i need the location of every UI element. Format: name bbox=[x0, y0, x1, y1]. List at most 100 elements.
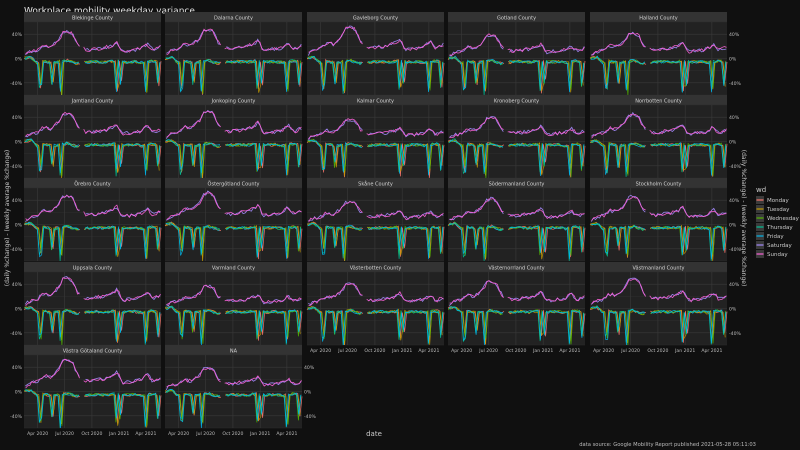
facet-panel: Kronoberg County bbox=[447, 95, 586, 179]
facet-panel: Jonkoping County bbox=[164, 95, 303, 179]
y-tick-label: 0% bbox=[15, 223, 23, 229]
series-line bbox=[25, 277, 161, 306]
facet-panel: Gavleborg County bbox=[306, 12, 445, 96]
series-line bbox=[449, 33, 585, 56]
series-line bbox=[591, 31, 727, 56]
facet-strip-label: Kronoberg County bbox=[494, 98, 539, 104]
facet-panels: Blekinge County 40% 0% -40% Dalarna County Ga… bbox=[10, 12, 742, 437]
facet-panel: Dalarna County bbox=[164, 12, 303, 96]
x-axis-label: date bbox=[366, 430, 382, 438]
facet-strip-label: Dalarna County bbox=[214, 15, 253, 21]
facet-strip-label: Örebro County bbox=[74, 180, 111, 187]
series-line bbox=[590, 223, 727, 261]
facet-strip bbox=[165, 12, 302, 22]
x-tick-label: Apr 2020 bbox=[27, 431, 48, 437]
y-tick-label: 0% bbox=[15, 390, 23, 396]
facet-strip-label: Västra Götaland County bbox=[63, 348, 123, 354]
facet-panel: Uppsala County 40% 0% -40% bbox=[10, 262, 162, 346]
y-tick-label: 40% bbox=[729, 115, 740, 121]
facet-strip-label: Blekinge County bbox=[72, 15, 113, 21]
y-axis-label-right: (daily %change) - (weekly average %chang… bbox=[740, 150, 747, 287]
y-tick-label: 0% bbox=[15, 57, 23, 63]
series-line bbox=[308, 306, 444, 346]
x-tick-label: Apr 2021 bbox=[701, 348, 722, 354]
y-axis-label-left: (daily %change) - (weekly average %chang… bbox=[4, 150, 11, 287]
x-tick-label: Jan 2021 bbox=[532, 348, 553, 354]
series-line bbox=[448, 223, 585, 259]
facet-strip bbox=[448, 12, 585, 22]
facet-panel: Västernorrland County Apr 2020 Jul 2020 Oct… bbox=[447, 262, 586, 354]
facet-strip bbox=[590, 12, 727, 22]
legend-label: Tuesday bbox=[766, 207, 790, 213]
facet-strip bbox=[590, 95, 727, 105]
y-tick-label: -40% bbox=[729, 247, 742, 253]
x-tick-label: Oct 2020 bbox=[505, 348, 526, 354]
series-line bbox=[25, 358, 161, 389]
series-line bbox=[307, 222, 444, 259]
facet-strip-label: Jonkoping County bbox=[211, 98, 256, 104]
series-line bbox=[448, 55, 585, 93]
series-line bbox=[166, 284, 302, 307]
facet-strip bbox=[24, 95, 161, 105]
x-tick-label: Apr 2020 bbox=[593, 348, 614, 354]
series-line bbox=[166, 56, 302, 93]
x-tick-label: Oct 2020 bbox=[222, 431, 243, 437]
x-tick-label: Apr 2021 bbox=[276, 431, 297, 437]
series-line bbox=[24, 138, 161, 176]
facet-strip-label: Uppsala County bbox=[73, 265, 113, 271]
facet-strip bbox=[448, 262, 585, 272]
series-line bbox=[449, 198, 585, 221]
facet-panel: Blekinge County 40% 0% -40% bbox=[10, 12, 162, 96]
x-tick-label: Jan 2021 bbox=[391, 348, 412, 354]
y-tick-label: -40% bbox=[10, 164, 23, 170]
series-line bbox=[308, 26, 444, 53]
series-line bbox=[308, 139, 444, 176]
y-tick-label: 40% bbox=[729, 198, 740, 204]
y-tick-label: 40% bbox=[12, 282, 23, 288]
series-line bbox=[25, 30, 161, 55]
facet-strip-label: Kalmar County bbox=[357, 98, 394, 104]
y-tick-label: -40% bbox=[729, 81, 742, 87]
y-tick-label: -40% bbox=[10, 81, 23, 87]
facet-panel: Jamtland County 40% 0% -40% bbox=[10, 95, 162, 179]
facet-strip bbox=[307, 178, 444, 188]
facet-panel: Örebro County 40% 0% -40% bbox=[10, 178, 162, 262]
facet-strip-label: Halland County bbox=[639, 15, 677, 21]
facet-strip bbox=[24, 12, 161, 22]
series-line bbox=[165, 306, 302, 346]
y-tick-label: -40% bbox=[304, 414, 317, 420]
facet-panel: Stockholm County 40% 0% -40% bbox=[589, 178, 742, 262]
legend-label: Sunday bbox=[767, 252, 788, 258]
x-tick-label: Jan 2021 bbox=[674, 348, 695, 354]
series-line bbox=[449, 116, 585, 139]
series-line bbox=[166, 28, 302, 56]
x-tick-label: Jul 2020 bbox=[195, 431, 215, 437]
facet-strip bbox=[448, 178, 585, 188]
series-line bbox=[308, 283, 444, 306]
series-line bbox=[166, 367, 302, 388]
x-tick-label: Apr 2020 bbox=[451, 348, 472, 354]
x-tick-label: Apr 2020 bbox=[310, 348, 331, 354]
y-tick-label: -40% bbox=[729, 164, 742, 170]
facet-panel: Kalmar County bbox=[306, 95, 445, 179]
series-line bbox=[590, 306, 727, 346]
x-tick-label: Jul 2020 bbox=[478, 348, 498, 354]
facet-strip-label: Södermanland County bbox=[489, 181, 545, 187]
facet-panel: Halland County 40% 0% -40% bbox=[589, 12, 742, 96]
facet-strip bbox=[24, 178, 161, 188]
facet-panel: Västerbotten County Apr 2020 Jul 2020 Oct 2… bbox=[306, 262, 445, 354]
y-tick-label: 0% bbox=[15, 307, 23, 313]
facet-strip-label: Västmanland County bbox=[633, 265, 685, 271]
y-tick-label: 0% bbox=[729, 57, 737, 63]
facet-strip-label: Västerbotten County bbox=[350, 265, 402, 271]
facet-strip-label: Jamtland County bbox=[71, 98, 114, 104]
facet-strip-label: Skåne County bbox=[358, 180, 393, 187]
facet-panel: Norrbotten County 40% 0% -40% bbox=[589, 95, 742, 179]
facet-panel: Västmanland County 40% 0% -40% Apr 2020 Jul 2… bbox=[589, 262, 742, 354]
y-tick-label: 40% bbox=[729, 282, 740, 288]
facet-strip-label: Varmland County bbox=[212, 265, 255, 271]
x-tick-label: Apr 2021 bbox=[559, 348, 580, 354]
series-line bbox=[591, 223, 727, 260]
facet-strip bbox=[165, 345, 302, 355]
